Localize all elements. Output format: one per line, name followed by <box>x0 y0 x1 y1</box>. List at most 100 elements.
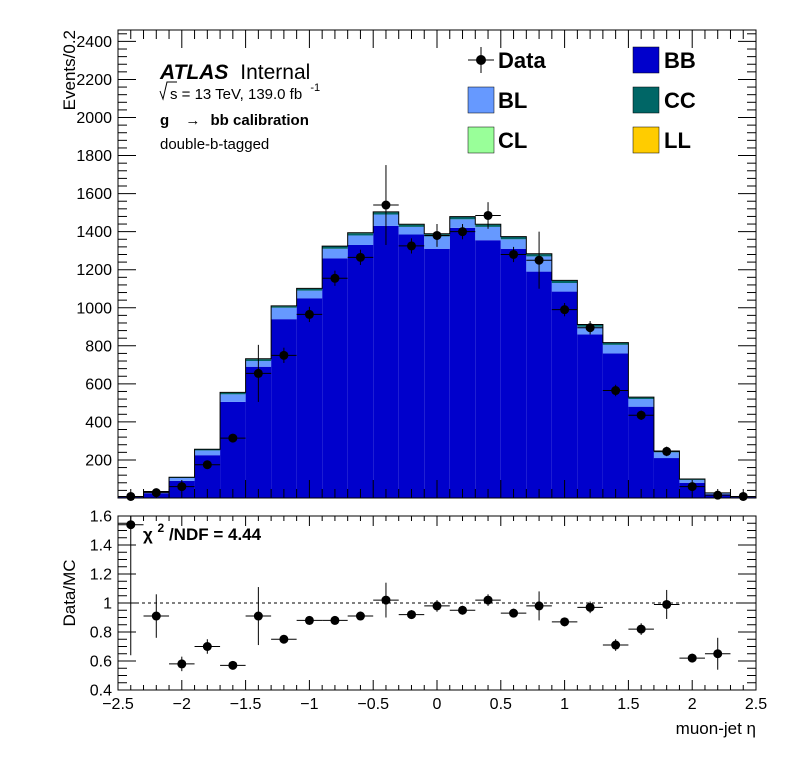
ratio-xtick-label-5: 0 <box>433 696 442 713</box>
bar-cc-7 <box>296 288 323 291</box>
data-point-9 <box>355 252 365 262</box>
main-ytick-label-11: 2400 <box>76 34 112 51</box>
ratio-ytick-label-6: 1.6 <box>90 509 112 526</box>
legend-swatch-cc <box>632 86 660 114</box>
data-points <box>118 165 756 501</box>
ratio-y-ticks: 0.4 0.6 0.8 1 1.2 1.4 1.6 <box>90 509 756 700</box>
data-point-13 <box>458 227 468 237</box>
data-point-10 <box>381 200 391 210</box>
ratio-point-10 <box>381 595 391 605</box>
ratio-point-9 <box>355 611 365 621</box>
ratio-point-13 <box>458 605 468 615</box>
data-point-11 <box>406 241 416 251</box>
ratio-point-18 <box>585 602 595 612</box>
ratio-x-ticks: −2.5 −2 −1.5 −1 −0.5 0 0.5 1 1.5 2 2.5 <box>102 516 767 713</box>
process-label: g → bb calibration <box>160 112 309 129</box>
data-point-21 <box>662 446 672 456</box>
main-ytick-label-3: 800 <box>85 338 112 355</box>
x-axis-title: muon-jet η <box>676 719 756 738</box>
bar-bl-15 <box>500 239 527 249</box>
bar-bb-12 <box>424 248 450 498</box>
main-ytick-label-1: 400 <box>85 414 112 431</box>
ratio-point-22 <box>687 653 697 663</box>
bar-bl-17 <box>551 283 578 292</box>
main-plot-panel: 200 400 600 800 1000 1200 1400 1600 1800 2000 2200… <box>60 29 757 501</box>
bar-bb-16 <box>526 271 552 498</box>
bar-bl-4 <box>220 394 246 402</box>
legend-label-ll: LL <box>664 128 691 153</box>
ratio-point-8 <box>330 615 340 625</box>
bar-bb-19 <box>602 353 629 498</box>
data-point-17 <box>560 305 570 315</box>
legend-entry-ll: LL <box>632 126 691 154</box>
legend-swatch-ll <box>632 126 660 154</box>
bar-cc-11 <box>398 224 425 227</box>
bar-bb-9 <box>347 244 374 498</box>
ratio-point-2 <box>177 659 187 669</box>
ratio-point-3 <box>202 642 212 651</box>
data-point-8 <box>330 273 340 283</box>
bar-bb-7 <box>296 298 323 498</box>
ratio-point-14 <box>483 595 493 605</box>
data-point-4 <box>228 433 238 443</box>
legend-swatch-bl <box>467 86 495 114</box>
sqrt-symbol-icon <box>159 81 177 101</box>
legend-label-cc: CC <box>664 88 696 113</box>
ratio-y-axis-title: Data/MC <box>60 559 79 626</box>
bar-cc-20 <box>628 397 654 400</box>
legend-label-bl: BL <box>498 88 527 113</box>
bar-bb-18 <box>577 334 603 498</box>
ratio-points <box>118 516 731 672</box>
ratio-ytick-label-3: 1 <box>103 596 112 613</box>
bar-cc-13 <box>449 217 476 220</box>
legend: Data BB BL CC CL LL <box>467 46 696 154</box>
data-point-14 <box>483 210 493 220</box>
bar-bb-20 <box>628 406 654 498</box>
bar-cc-22 <box>679 479 705 480</box>
bar-bb-14 <box>475 240 501 498</box>
bar-cc-8 <box>322 246 348 249</box>
data-point-19 <box>611 386 621 396</box>
ratio-point-0 <box>126 520 136 530</box>
bar-bl-7 <box>296 290 323 299</box>
main-ytick-label-0: 200 <box>85 452 112 469</box>
ratio-xtick-label-4: −0.5 <box>357 696 389 713</box>
ratio-xtick-label-7: 1 <box>560 696 569 713</box>
ratio-xtick-label-3: −1 <box>300 696 318 713</box>
bar-bb-6 <box>271 319 297 498</box>
ratio-xtick-label-1: −2 <box>173 696 191 713</box>
main-ytick-label-9: 2000 <box>76 110 112 127</box>
main-ytick-label-4: 1000 <box>76 300 112 317</box>
bar-bl-13 <box>449 219 476 228</box>
bar-bb-15 <box>500 248 527 498</box>
ratio-ytick-label-0: 0.4 <box>90 683 112 700</box>
data-point-6 <box>279 350 289 360</box>
ratio-point-12 <box>432 601 442 611</box>
ratio-point-5 <box>253 611 263 621</box>
ratio-xtick-label-6: 0.5 <box>490 696 512 713</box>
legend-swatch-cl <box>467 126 495 154</box>
ratio-point-4 <box>228 660 238 670</box>
main-x-ticks <box>117 30 757 498</box>
bar-bb-8 <box>322 258 348 498</box>
data-point-5 <box>253 368 263 378</box>
main-ytick-label-6: 1400 <box>76 224 112 241</box>
bar-bl-9 <box>347 235 374 245</box>
bar-bl-2 <box>169 478 195 481</box>
bar-bb-17 <box>551 291 578 498</box>
ratio-ytick-label-1: 0.6 <box>90 654 112 671</box>
bar-cc-17 <box>551 280 578 284</box>
data-point-16 <box>534 255 544 265</box>
legend-swatch-bb <box>632 46 660 74</box>
bar-bl-14 <box>475 226 501 241</box>
legend-label-cl: CL <box>498 128 527 153</box>
ratio-xtick-label-2: −1.5 <box>230 696 262 713</box>
data-point-3 <box>202 460 212 470</box>
legend-label-bb: BB <box>664 48 696 73</box>
legend-entry-data: Data <box>468 47 546 73</box>
data-point-18 <box>585 323 595 333</box>
bar-bl-20 <box>628 399 654 407</box>
chi2-label: χ 2 /NDF = 4.44 <box>143 517 262 544</box>
legend-data-marker <box>476 55 486 65</box>
